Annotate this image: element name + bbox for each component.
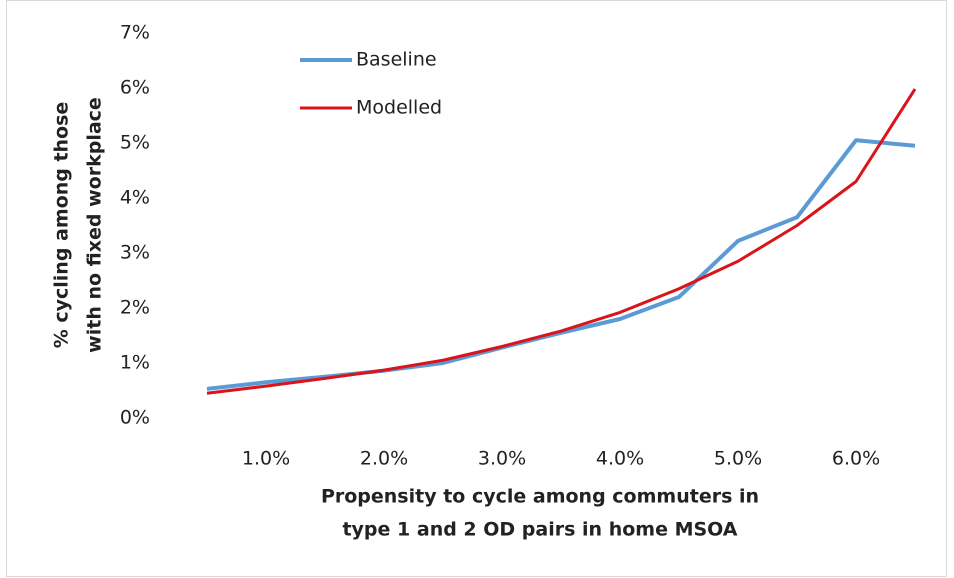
line-series (206, 138, 916, 391)
y-tick-label: 5% (120, 132, 150, 154)
x-tick-label: 3.0% (478, 448, 526, 470)
y-tick-label: 4% (120, 187, 150, 209)
y-tick-label: 6% (120, 77, 150, 99)
chart-frame (6, 0, 947, 577)
legend-label: Baseline (356, 49, 437, 71)
line-series (206, 88, 917, 395)
y-tick-label: 7% (120, 22, 150, 44)
y-tick-label: 3% (120, 242, 150, 264)
x-tick-label: 6.0% (832, 448, 880, 470)
x-tick-label: 2.0% (360, 448, 408, 470)
legend-label: Modelled (356, 97, 442, 119)
x-tick-label: 4.0% (596, 448, 644, 470)
y-axis-title: % cycling among those (51, 102, 73, 349)
y-tick-label: 2% (120, 297, 150, 319)
x-tick-label: 1.0% (242, 448, 290, 470)
x-tick-label: 5.0% (714, 448, 762, 470)
y-tick-label: 1% (120, 352, 150, 374)
y-tick-label: 0% (120, 407, 150, 429)
y-axis-title: with no fixed workplace (84, 97, 106, 353)
x-axis-title: Propensity to cycle among commuters in (321, 486, 759, 508)
x-axis-title: type 1 and 2 OD pairs in home MSOA (342, 519, 737, 541)
